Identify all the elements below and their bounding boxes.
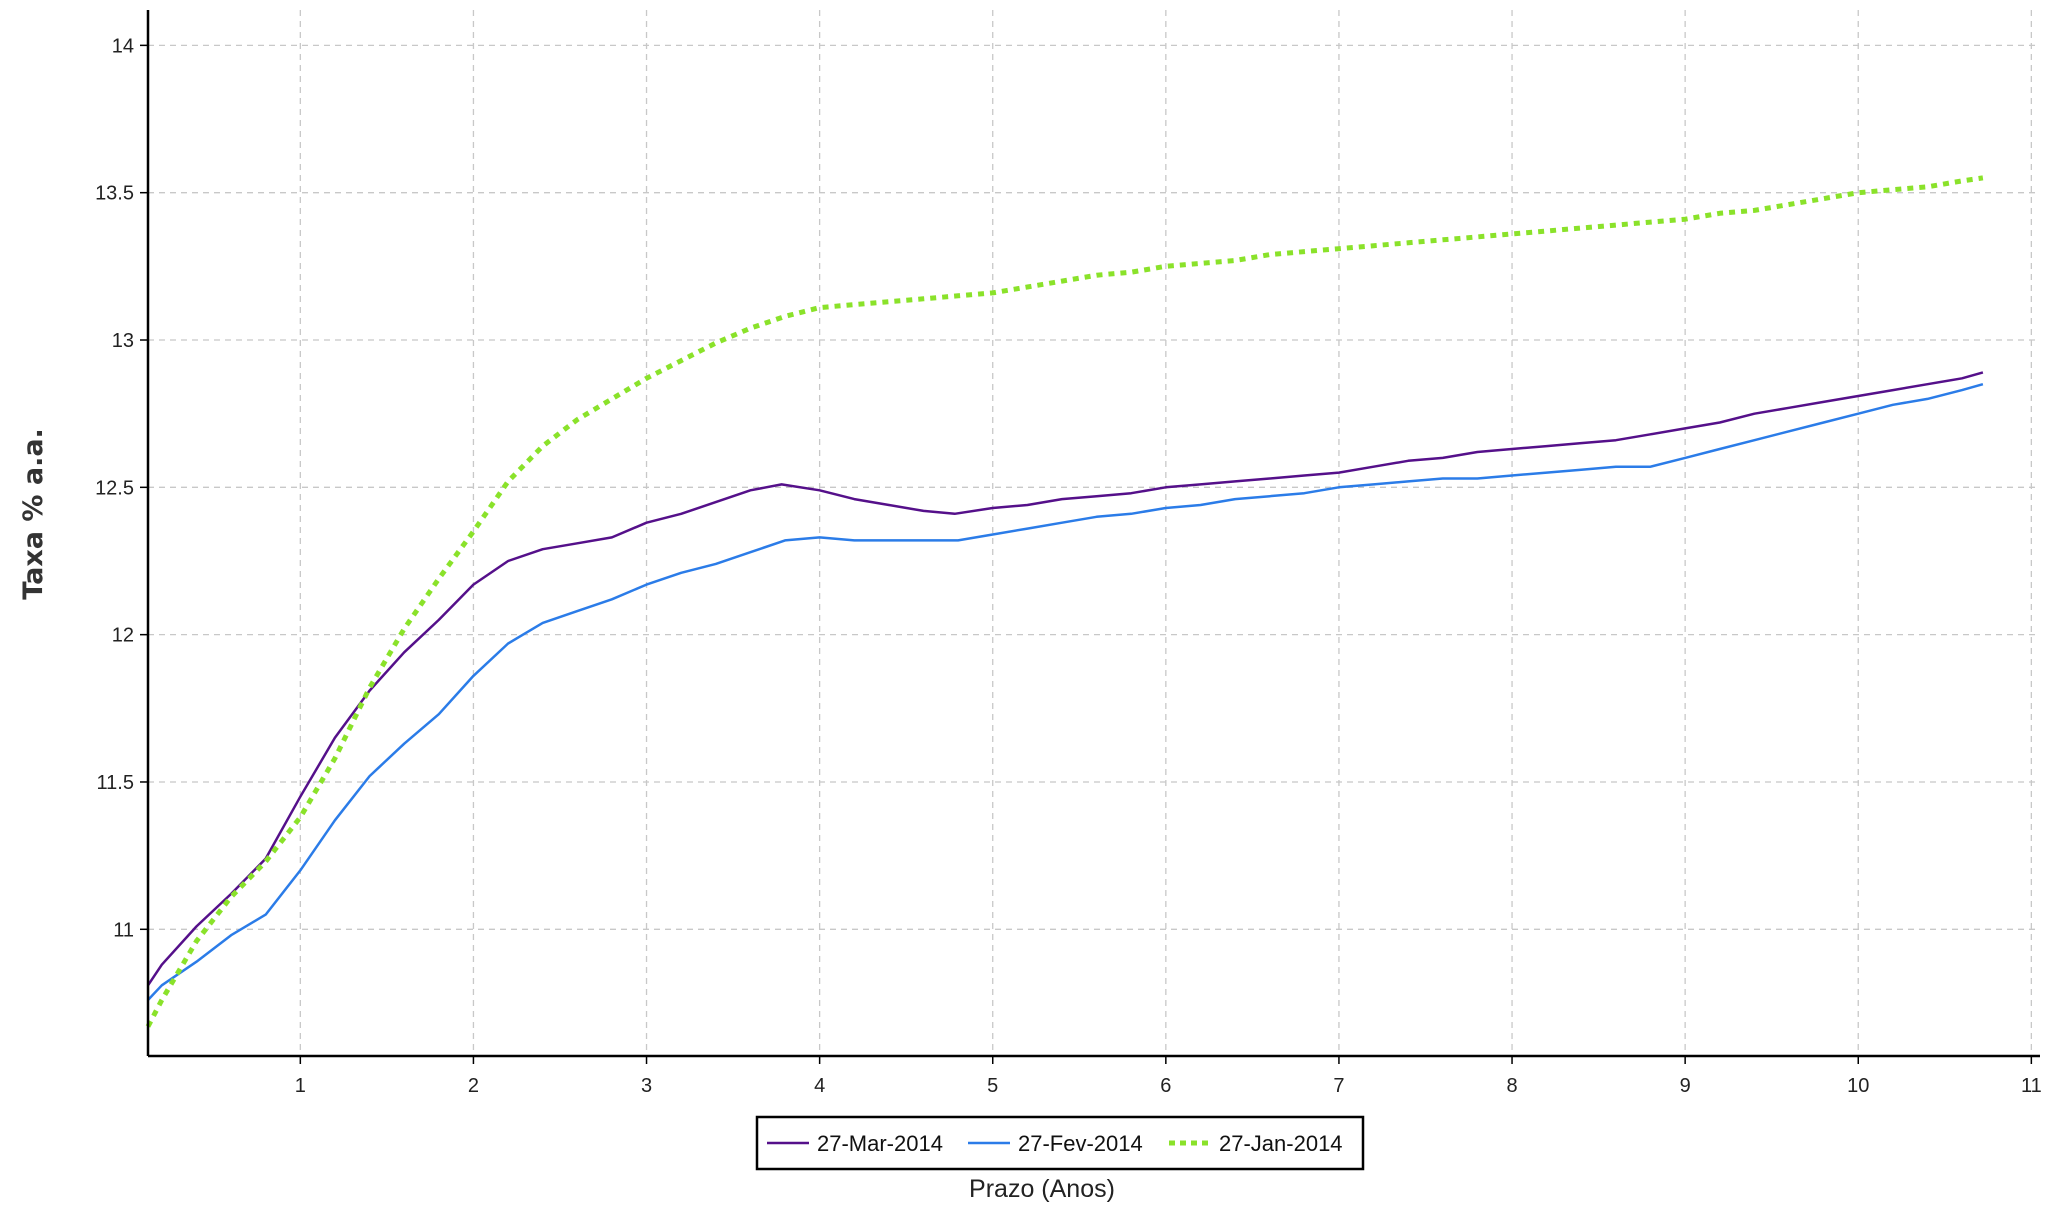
series-line-1 [146, 371, 1984, 986]
legend-label-1: 27-Mar-2014 [817, 1131, 943, 1156]
x-tick-label: 8 [1506, 1075, 1517, 1097]
series-lines [145, 175, 1984, 1028]
y-tick-label: 11 [113, 919, 134, 941]
grid [148, 10, 2040, 1056]
x-tick-label: 10 [1847, 1075, 1869, 1097]
x-tick-label: 6 [1160, 1075, 1171, 1097]
x-tick-label: 9 [1680, 1075, 1691, 1097]
legend-box [755, 1115, 1365, 1171]
x-tick-label: 5 [987, 1075, 998, 1097]
y-tick-label: 11.5 [97, 772, 134, 794]
x-axis-title: Prazo (Anos) [969, 1175, 1115, 1203]
y-tick-label: 13.5 [95, 183, 134, 205]
x-tick-label: 2 [468, 1075, 479, 1097]
x-tick-label: 3 [641, 1075, 652, 1097]
legend-label-2: 27-Fev-2014 [1018, 1131, 1143, 1156]
legend: 27-Mar-2014 27-Fev-2014 27-Jan-2014 [755, 1115, 1365, 1171]
y-tick-label: 13 [112, 330, 134, 352]
axes [146, 10, 2040, 1058]
series-line-3 [145, 175, 1984, 1028]
x-ticks: 1 2 3 4 5 6 7 8 9 10 11 [295, 1056, 2042, 1097]
x-tick-label: 4 [814, 1075, 825, 1097]
y-ticks: 11 11.5 12 12.5 13 13.5 14 [95, 35, 148, 941]
y-tick-label: 12.5 [95, 477, 134, 499]
y-axis-title: Taxa % a.a. [18, 428, 49, 600]
x-tick-label: 11 [2021, 1075, 2042, 1097]
legend-label-3: 27-Jan-2014 [1219, 1131, 1343, 1156]
x-tick-label: 1 [295, 1075, 306, 1097]
y-tick-label: 14 [112, 35, 134, 57]
series-line-2 [147, 382, 1984, 1001]
y-tick-label: 12 [112, 625, 134, 647]
x-tick-label: 7 [1333, 1075, 1344, 1097]
